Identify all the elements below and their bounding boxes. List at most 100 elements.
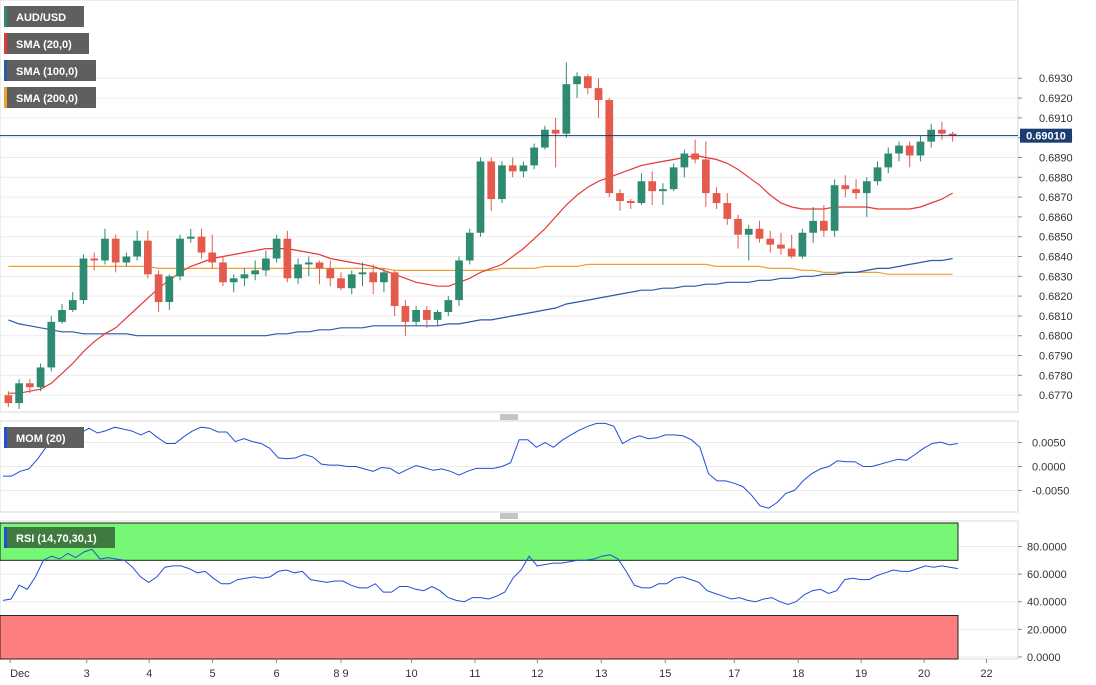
date-tick-label: 15 xyxy=(659,668,671,680)
candle xyxy=(412,306,420,326)
legend-swatch-sma20 xyxy=(4,33,7,54)
candle xyxy=(433,309,442,326)
legend-rsi[interactable]: RSI (14,70,30,1) xyxy=(4,527,115,548)
price-tick-label: 0.6870 xyxy=(1039,192,1073,204)
candle xyxy=(25,379,34,394)
momentum-pane[interactable] xyxy=(0,420,1019,513)
candle xyxy=(47,315,56,372)
candle-body xyxy=(938,129,946,134)
candle xyxy=(422,306,431,328)
candle xyxy=(809,206,818,243)
candle-body xyxy=(347,274,356,289)
candle-body xyxy=(412,309,420,322)
candle-body xyxy=(337,278,345,289)
candle-body xyxy=(583,76,592,89)
candle-body xyxy=(541,129,549,148)
price-tick-label: 0.6890 xyxy=(1039,152,1073,164)
candle xyxy=(465,228,474,265)
candle xyxy=(111,234,120,273)
candle-body xyxy=(809,220,818,233)
rsi-tick-label: 0.0000 xyxy=(1027,652,1061,664)
candle xyxy=(487,157,496,211)
candle-body xyxy=(122,256,131,263)
candle-body xyxy=(562,84,571,134)
date-tick-label: 11 xyxy=(469,668,480,680)
candle xyxy=(884,147,893,174)
candle xyxy=(315,260,324,285)
candle xyxy=(4,391,13,408)
momentum-line xyxy=(3,422,959,509)
candle-body xyxy=(326,268,335,279)
candle xyxy=(326,260,335,287)
candle xyxy=(143,230,152,279)
candle-body xyxy=(186,236,195,239)
rsi-axis: 80.0000 60.0000 40.0000 20.0000 0.0000 xyxy=(1018,542,1067,664)
candle-body xyxy=(262,258,270,271)
momentum-grid xyxy=(0,442,1018,491)
candle xyxy=(219,256,227,287)
legend-sma20[interactable]: SMA (20,0) xyxy=(4,33,89,54)
candle xyxy=(680,149,689,178)
candle xyxy=(755,220,764,243)
candle xyxy=(659,183,667,206)
candle-body xyxy=(530,147,539,166)
candle xyxy=(122,252,131,267)
current-price-tag: 0.69010 xyxy=(1020,128,1072,143)
candle-body xyxy=(197,236,206,253)
candle-body xyxy=(659,189,667,192)
rsi-pane[interactable] xyxy=(0,520,1019,660)
legend-label-aud-usd: AUD/USD xyxy=(16,12,66,24)
candle xyxy=(101,228,109,265)
candle-body xyxy=(176,238,184,277)
candle xyxy=(573,72,581,99)
momentum-tick-label: -0.0050 xyxy=(1032,485,1069,497)
candle-body xyxy=(691,153,699,160)
candle-body xyxy=(455,260,463,301)
legend-aud-usd[interactable]: AUD/USD xyxy=(4,6,84,27)
candle-body xyxy=(594,88,603,101)
candle xyxy=(562,62,571,138)
candle-body xyxy=(766,238,775,245)
candle-body xyxy=(637,181,646,204)
pane-splitter-2[interactable] xyxy=(500,513,518,519)
candle xyxy=(186,228,195,243)
candle xyxy=(262,250,270,277)
candle-body xyxy=(58,309,66,322)
candle xyxy=(358,262,367,287)
candle xyxy=(841,175,850,198)
candle xyxy=(637,173,646,206)
candle xyxy=(669,163,678,192)
candle-body xyxy=(787,248,796,257)
price-tick-label: 0.6920 xyxy=(1039,93,1073,105)
candle-body xyxy=(852,189,860,194)
candle-body xyxy=(723,203,732,219)
rsi-tick-label: 60.0000 xyxy=(1027,569,1067,581)
candle-body xyxy=(616,193,624,202)
candle-body xyxy=(476,161,485,233)
legend-momentum[interactable]: MOM (20) xyxy=(4,427,84,448)
price-tick-label: 0.6910 xyxy=(1039,113,1073,125)
candle xyxy=(798,228,807,259)
candle-body xyxy=(433,311,442,320)
date-tick-label: 17 xyxy=(728,668,740,680)
candle xyxy=(455,256,463,307)
candles xyxy=(4,62,957,410)
price-pane[interactable] xyxy=(0,0,1019,413)
legend-label-sma200: SMA (200,0) xyxy=(16,93,78,105)
candle-body xyxy=(240,274,249,279)
price-tick-label: 0.6770 xyxy=(1039,390,1073,402)
candle xyxy=(197,228,206,259)
candle-body xyxy=(905,145,914,156)
candle-body xyxy=(79,258,88,301)
candle xyxy=(895,141,903,162)
candle xyxy=(594,78,603,118)
date-axis: Dec 3 4 5 6 8 9 10 11 12 13 15 17 18 19 20 22 xyxy=(9,659,993,680)
legend-swatch-sma100 xyxy=(4,60,7,81)
candle-body xyxy=(701,159,710,194)
legend-sma100[interactable]: SMA (100,0) xyxy=(4,60,96,81)
candle-body xyxy=(498,165,506,200)
candle-body xyxy=(68,300,77,310)
pane-splitter-1[interactable] xyxy=(500,414,518,420)
legend-sma200[interactable]: SMA (200,0) xyxy=(4,87,96,108)
